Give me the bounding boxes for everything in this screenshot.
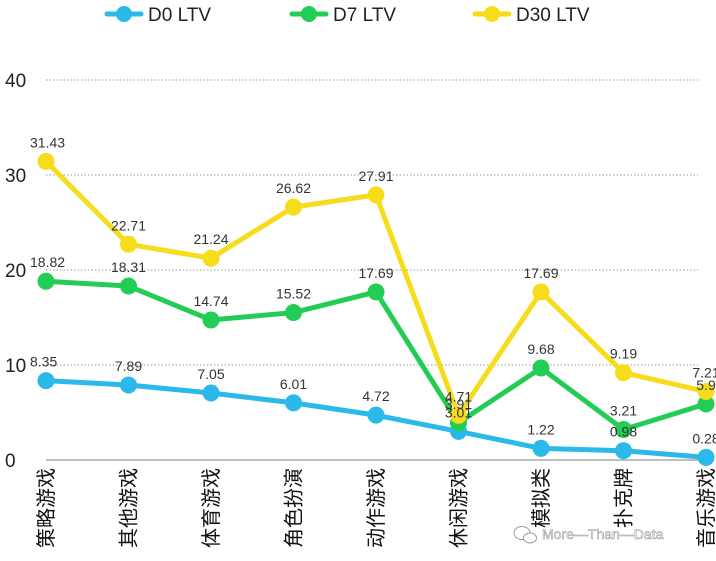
- data-point: [697, 448, 715, 466]
- data-point: [615, 442, 632, 460]
- data-label: 6.01: [280, 376, 307, 392]
- x-axis-categories: 策略游戏 其他游戏 体育游戏 角色扮演 动作游戏 休闲游戏 模拟类 扑克牌 音乐游戏: [35, 468, 716, 548]
- data-point: [285, 394, 302, 412]
- data-label: 17.69: [358, 265, 393, 281]
- category-label: 休闲游戏: [448, 468, 471, 548]
- data-point: [202, 249, 220, 267]
- y-tick-label: 20: [5, 261, 26, 282]
- category-label: 其他游戏: [118, 468, 141, 548]
- legend-marker: [116, 6, 132, 22]
- data-label: 27.91: [358, 168, 393, 184]
- data-point: [697, 383, 715, 401]
- data-point: [450, 406, 467, 424]
- data-labels: 8.35 7.89 7.05 6.01 4.72 3.01 1.22 0.98 0.28 18.8…: [30, 134, 716, 446]
- data-label: 18.82: [30, 254, 65, 270]
- data-point: [285, 304, 302, 322]
- y-axis-ticks: 0 10 20 30 40: [5, 71, 26, 472]
- grid-lines: [46, 79, 698, 461]
- data-point: [697, 395, 715, 413]
- y-tick-label: 0: [5, 451, 16, 472]
- data-label: 7.21: [692, 365, 716, 381]
- y-tick-label: 40: [5, 71, 26, 92]
- legend-label: D7 LTV: [333, 5, 396, 26]
- series-lines: [37, 152, 715, 466]
- data-label: 14.74: [193, 293, 228, 309]
- data-label: 3.01: [445, 404, 472, 420]
- category-label: 模拟类: [530, 468, 553, 528]
- data-point: [120, 235, 137, 253]
- legend: D0 LTV D7 LTV D30 LTV: [104, 5, 590, 26]
- data-point: [120, 376, 137, 394]
- wechat-icon: [513, 526, 537, 544]
- data-point: [367, 186, 385, 204]
- data-label: 18.31: [111, 259, 146, 275]
- data-point: [37, 152, 55, 170]
- data-label: 5.9: [696, 377, 716, 393]
- category-label: 策略游戏: [35, 468, 58, 548]
- legend-label: D30 LTV: [516, 5, 590, 26]
- data-point: [202, 384, 220, 402]
- data-point: [202, 311, 220, 329]
- legend-label: D0 LTV: [148, 5, 211, 26]
- data-label: 15.52: [276, 286, 311, 302]
- data-label: 0.98: [610, 424, 637, 440]
- data-label: 3.21: [610, 403, 637, 419]
- category-label: 角色扮演: [283, 468, 306, 548]
- data-point: [367, 406, 385, 424]
- data-point: [120, 277, 137, 295]
- category-label: 体育游戏: [200, 468, 223, 548]
- data-point: [532, 283, 550, 301]
- data-point: [532, 439, 550, 457]
- watermark: More—Than—Data: [513, 526, 664, 544]
- data-label: 1.22: [527, 421, 554, 437]
- data-point: [37, 272, 55, 290]
- data-label: 8.35: [30, 354, 57, 370]
- data-label: 26.62: [276, 180, 311, 196]
- y-tick-label: 30: [5, 166, 26, 187]
- y-tick-label: 10: [5, 356, 26, 377]
- data-point: [532, 359, 550, 377]
- data-point: [285, 198, 302, 216]
- data-label: 7.05: [197, 366, 224, 382]
- data-point: [367, 283, 385, 301]
- data-label: 9.68: [527, 341, 554, 357]
- data-point: [615, 364, 632, 382]
- data-label: 21.24: [193, 231, 228, 247]
- data-label: 7.89: [115, 358, 142, 374]
- data-label: 22.71: [111, 217, 146, 233]
- data-label: 4.71: [445, 388, 472, 404]
- data-label: 0.28: [692, 430, 716, 446]
- data-label: 17.69: [523, 265, 558, 281]
- data-label: 4.72: [362, 388, 389, 404]
- category-label: 扑克牌: [613, 468, 636, 528]
- data-point: [37, 372, 55, 390]
- category-label: 动作游戏: [365, 468, 388, 548]
- data-label: 3.91: [445, 396, 472, 412]
- category-label: 音乐游戏: [695, 468, 716, 548]
- data-label: 31.43: [30, 134, 65, 150]
- data-label: 9.19: [610, 346, 637, 362]
- data-point: [615, 421, 632, 439]
- legend-marker: [301, 6, 317, 22]
- legend-marker: [484, 6, 500, 22]
- watermark-text: More—Than—Data: [542, 526, 664, 542]
